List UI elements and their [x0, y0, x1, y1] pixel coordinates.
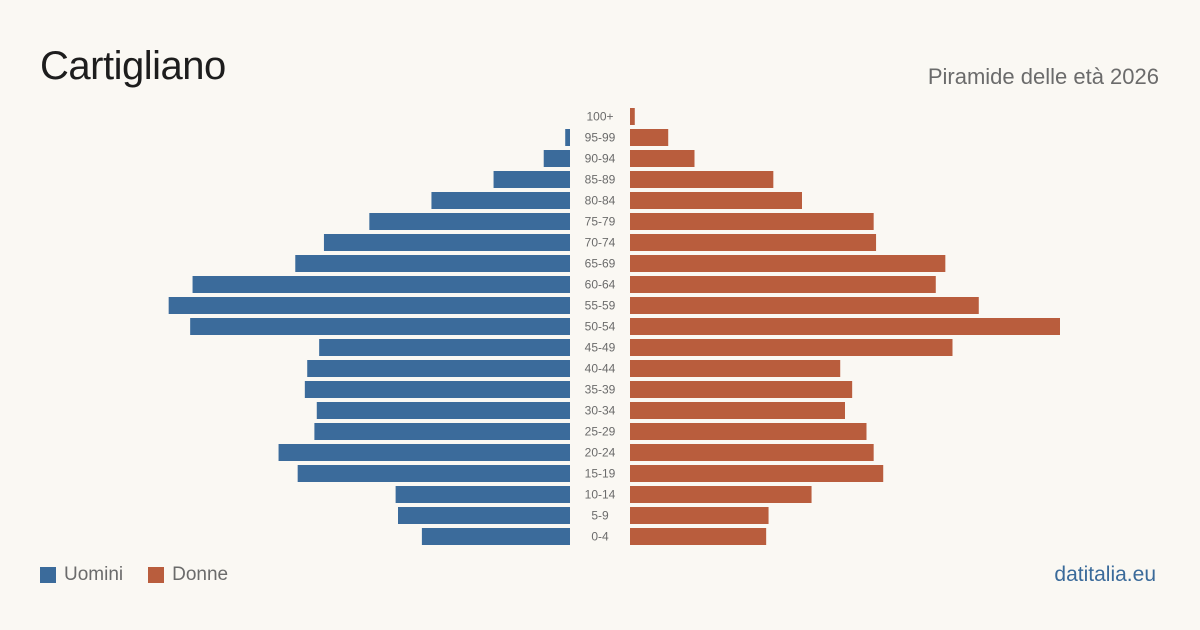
age-label-10-14: 10-14 [585, 488, 616, 502]
bar-women-30-34 [630, 402, 845, 419]
bar-men-35-39 [304, 381, 570, 398]
age-label-60-64: 60-64 [585, 278, 616, 292]
age-label-40-44: 40-44 [585, 362, 616, 376]
age-label-75-79: 75-79 [585, 215, 616, 229]
age-label-15-19: 15-19 [585, 467, 616, 481]
legend-swatch-men [40, 567, 56, 583]
bar-women-45-49 [630, 339, 953, 356]
bar-men-75-79 [369, 213, 570, 230]
bar-women-60-64 [630, 276, 936, 293]
age-label-50-54: 50-54 [585, 320, 616, 334]
bar-men-50-54 [190, 318, 570, 335]
bar-women-65-69 [630, 255, 946, 272]
age-label-25-29: 25-29 [585, 425, 616, 439]
age-label-90-94: 90-94 [585, 152, 616, 166]
bar-women-100+ [630, 108, 635, 125]
bar-men-25-29 [314, 423, 570, 440]
bar-women-5-9 [630, 507, 769, 524]
bar-men-85-89 [493, 171, 570, 188]
bar-women-15-19 [630, 465, 884, 482]
bar-women-25-29 [630, 423, 867, 440]
age-label-5-9: 5-9 [591, 509, 609, 523]
chart-subtitle: Piramide delle età 2026 [927, 64, 1159, 89]
age-label-45-49: 45-49 [585, 341, 616, 355]
legend-label-women: Donne [172, 564, 229, 585]
bar-men-95-99 [565, 129, 570, 146]
bar-women-85-89 [630, 171, 774, 188]
age-label-95-99: 95-99 [585, 131, 616, 145]
bar-women-90-94 [630, 150, 695, 167]
age-label-85-89: 85-89 [585, 173, 616, 187]
bar-men-10-14 [395, 486, 570, 503]
legend-item-men: Uomini [40, 564, 123, 586]
bar-men-45-49 [319, 339, 570, 356]
bar-women-10-14 [630, 486, 812, 503]
bar-women-75-79 [630, 213, 874, 230]
bar-men-65-69 [295, 255, 570, 272]
legend-item-women: Donne [148, 564, 228, 586]
bar-men-80-84 [431, 192, 570, 209]
bar-men-20-24 [278, 444, 570, 461]
bar-women-40-44 [630, 360, 841, 377]
bar-men-90-94 [543, 150, 570, 167]
bar-men-60-64 [192, 276, 571, 293]
age-label-35-39: 35-39 [585, 383, 616, 397]
bar-men-55-59 [168, 297, 570, 314]
page-title: Cartigliano [40, 44, 226, 88]
bar-women-55-59 [630, 297, 979, 314]
bar-men-5-9 [398, 507, 570, 524]
age-label-65-69: 65-69 [585, 257, 616, 271]
legend: Uomini Donne [40, 564, 253, 586]
age-label-55-59: 55-59 [585, 299, 616, 313]
legend-label-men: Uomini [64, 564, 124, 585]
age-label-20-24: 20-24 [585, 446, 616, 460]
bar-men-70-74 [323, 234, 570, 251]
bar-women-80-84 [630, 192, 802, 209]
age-label-0-4: 0-4 [591, 530, 609, 544]
bar-women-20-24 [630, 444, 874, 461]
bar-women-0-4 [630, 528, 767, 545]
bar-women-70-74 [630, 234, 877, 251]
age-label-70-74: 70-74 [585, 236, 616, 250]
bar-men-15-19 [297, 465, 570, 482]
bar-women-50-54 [630, 318, 1060, 335]
bar-women-35-39 [630, 381, 853, 398]
bar-women-95-99 [630, 129, 669, 146]
brand-link[interactable]: datitalia.eu [1054, 563, 1156, 586]
age-label-80-84: 80-84 [585, 194, 616, 208]
bar-men-30-34 [316, 402, 570, 419]
bar-men-0-4 [421, 528, 570, 545]
bar-men-40-44 [307, 360, 570, 377]
age-label-100+: 100+ [586, 110, 613, 124]
age-label-30-34: 30-34 [585, 404, 616, 418]
legend-swatch-women [148, 567, 165, 583]
